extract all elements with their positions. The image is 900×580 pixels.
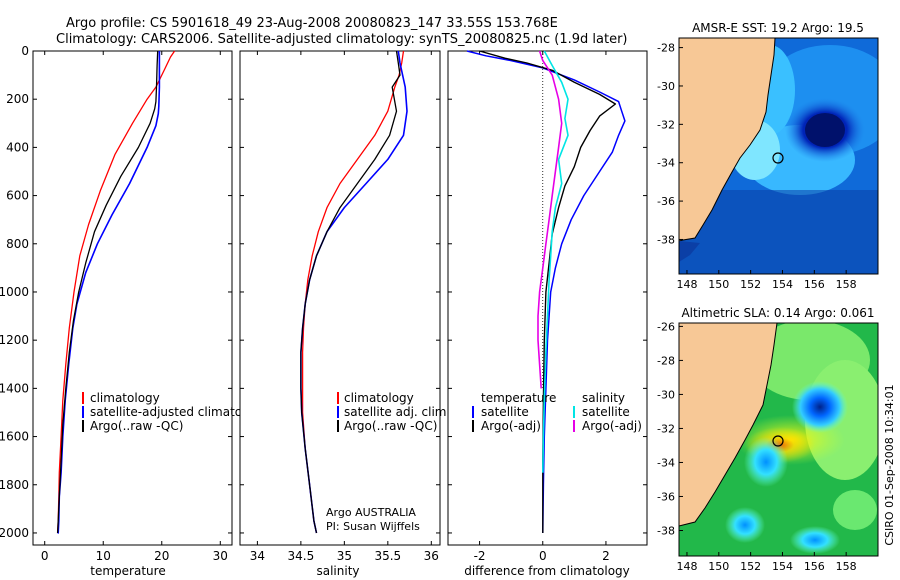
- ytick-label: 1200: [0, 333, 29, 347]
- xtick-label: 20: [154, 549, 169, 563]
- salinity-axes-box: [239, 50, 441, 546]
- map-ytick-label: -34: [657, 157, 675, 170]
- xtick-label: 10: [96, 549, 111, 563]
- temperature-xlabel: temperature: [90, 564, 165, 578]
- xtick-label: 0: [539, 549, 547, 563]
- figure-title-line1: Argo profile: CS 5901618_49 23-Aug-2008 …: [66, 16, 558, 31]
- xtick-label: 35: [337, 549, 352, 563]
- legend-sal-climatology: climatology: [344, 391, 414, 405]
- legend-sal-satellite: satellite adj. clim.: [344, 405, 450, 419]
- sst-map-title: AMSR-E SST: 19.2 Argo: 19.5: [692, 21, 864, 35]
- argo-float-marker-sst: [772, 152, 784, 164]
- legend-sal-satellite-diff: satellite: [582, 405, 630, 419]
- xtick-label: 0: [41, 549, 49, 563]
- australia-land-sla: [679, 323, 778, 527]
- map-xtick-label: 156: [804, 560, 825, 573]
- ytick-label: 400: [6, 140, 29, 154]
- sla-map-panel: Altimetric SLA: 0.14 Argo: 0.061 148 150 1…: [657, 306, 879, 573]
- map-xtick-label: 150: [708, 278, 729, 291]
- difference-panel: -2 0 2 temperature satellite Argo(-adj) sa…: [447, 50, 648, 578]
- salinity-panel: 34 34.5 35 35.5 36 climatology satellite adj…: [239, 50, 450, 578]
- ytick-label: 2000: [0, 526, 29, 540]
- xtick-label: 34: [250, 549, 265, 563]
- difference-legend: temperature satellite Argo(-adj) salinit…: [472, 391, 642, 433]
- temperature-legend: climatology satellite-adjusted climatolo…: [82, 391, 268, 433]
- figure-title-line2: Climatology: CARS2006. Satellite-adjuste…: [56, 32, 628, 47]
- salinity-xlabel: salinity: [316, 564, 359, 578]
- xtick-label: 36: [424, 549, 439, 563]
- temperature-panel: 0 200 400 600 800 1000 1200 1400 1600 1800 2000 0 10…: [0, 44, 268, 578]
- xtick-label: 2: [602, 549, 610, 563]
- series-line-argo-raw-qc-: [300, 50, 401, 534]
- map-ytick-label: -28: [657, 354, 675, 367]
- map-xtick-label: 154: [772, 278, 793, 291]
- legend-sal-argo: Argo(..raw -QC): [344, 419, 437, 433]
- map-xtick-label: 152: [740, 560, 761, 573]
- temperature-axes-box: [32, 50, 233, 546]
- map-ytick-label: -30: [657, 388, 675, 401]
- legend-salinity-title: salinity: [582, 391, 625, 405]
- map-ytick-label: -32: [657, 118, 675, 131]
- map-ytick-label: -36: [657, 490, 675, 503]
- map-xtick-label: 148: [676, 560, 697, 573]
- map-ytick-label: -34: [657, 456, 675, 469]
- map-ytick-label: -28: [657, 42, 675, 55]
- ytick-label: 0: [21, 44, 29, 58]
- csiro-timestamp: CSIRO 01-Sep-2008 10:34:01: [883, 384, 896, 545]
- legend-temp-argo: Argo(-adj): [481, 419, 541, 433]
- sla-map-title: Altimetric SLA: 0.14 Argo: 0.061: [681, 306, 874, 320]
- map-ytick-label: -38: [657, 524, 675, 537]
- xtick-label: 30: [213, 549, 228, 563]
- map-xtick-label: 150: [708, 560, 729, 573]
- legend-climatology: climatology: [90, 391, 160, 405]
- map-ytick-label: -32: [657, 422, 675, 435]
- ytick-label: 200: [6, 92, 29, 106]
- sst-map-panel: AMSR-E SST: 19.2 Argo: 19.5 148 150 152 154…: [657, 21, 879, 291]
- difference-xlabel: difference from climatology: [464, 564, 630, 578]
- ytick-label: 1600: [0, 430, 29, 444]
- series-line-salinity-satellite: [542, 50, 569, 473]
- legend-argo: Argo(..raw -QC): [90, 419, 183, 433]
- legend-satellite-adjusted: satellite-adjusted climatology: [90, 405, 268, 419]
- ytick-label: 600: [6, 189, 29, 203]
- ytick-label: 800: [6, 237, 29, 251]
- series-line-salinity-argo-adj-: [537, 50, 563, 389]
- salinity-legend: climatology satellite adj. clim. Argo(..…: [337, 391, 450, 433]
- xtick-label: 35.5: [374, 549, 401, 563]
- ytick-label: 1400: [0, 381, 29, 395]
- pi-label: PI: Susan Wijffels: [326, 520, 420, 533]
- ytick-label: 1000: [0, 285, 29, 299]
- legend-temperature-title: temperature: [481, 391, 556, 405]
- map-xtick-label: 148: [676, 278, 697, 291]
- legend-sal-argo-diff: Argo(-adj): [582, 419, 642, 433]
- map-ytick-label: -26: [657, 320, 675, 333]
- map-xtick-label: 158: [836, 278, 857, 291]
- xtick-label: -2: [474, 549, 486, 563]
- map-xtick-label: 152: [740, 278, 761, 291]
- map-xtick-label: 154: [772, 560, 793, 573]
- ytick-label: 1800: [0, 478, 29, 492]
- map-ytick-label: -30: [657, 80, 675, 93]
- legend-temp-satellite: satellite: [481, 405, 529, 419]
- map-xtick-label: 158: [836, 560, 857, 573]
- argo-australia-label: Argo AUSTRALIA: [326, 506, 416, 519]
- argo-float-marker-sla: [772, 435, 784, 447]
- xtick-label: 34.5: [288, 549, 315, 563]
- map-ytick-label: -36: [657, 195, 675, 208]
- australia-land-sst: [679, 38, 776, 242]
- series-line-argo-raw-qc-: [56, 50, 159, 534]
- map-ytick-label: -38: [657, 233, 675, 246]
- map-xtick-label: 156: [804, 278, 825, 291]
